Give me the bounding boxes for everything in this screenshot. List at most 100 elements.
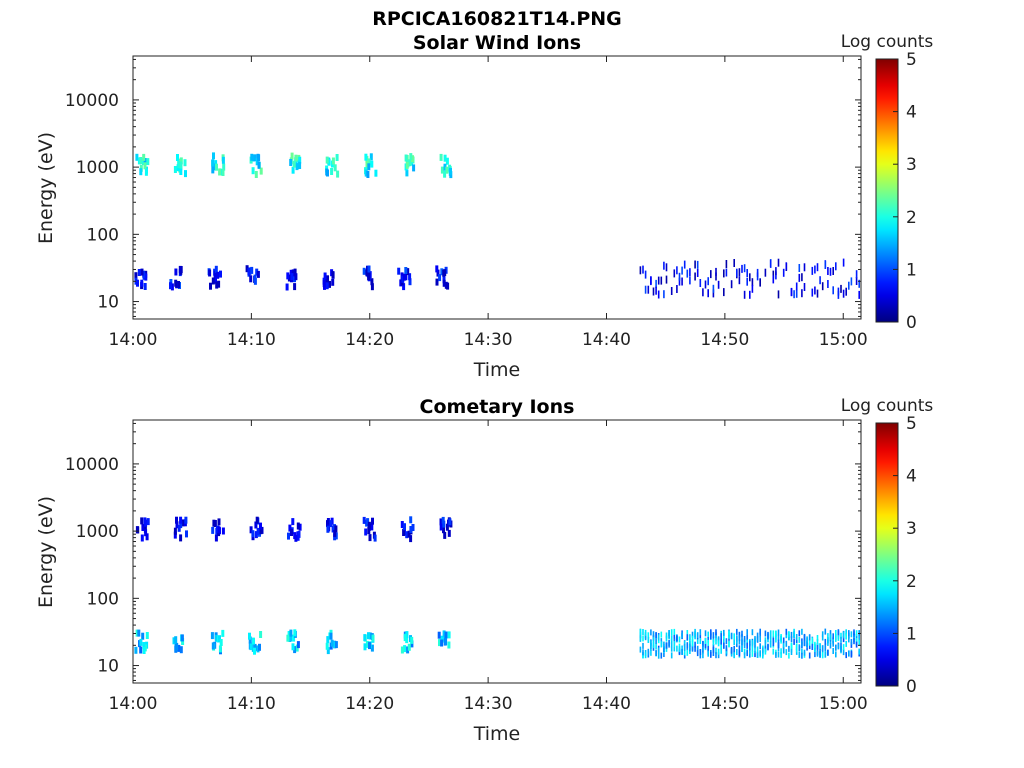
data-cell <box>256 527 260 535</box>
data-cell <box>442 526 445 534</box>
data-cell <box>696 650 699 657</box>
data-cell <box>681 632 683 639</box>
data-cell <box>298 162 302 169</box>
data-cell <box>178 265 182 273</box>
data-cell <box>717 280 720 289</box>
data-cell <box>694 272 696 281</box>
data-cell <box>663 646 665 652</box>
data-cell <box>806 644 808 651</box>
data-cell <box>663 651 665 657</box>
data-cell <box>143 158 147 165</box>
data-cell <box>827 649 829 656</box>
data-cell <box>741 639 743 646</box>
data-cell <box>218 168 222 176</box>
data-cell <box>806 641 808 647</box>
data-cell <box>406 268 410 276</box>
data-cell <box>180 634 184 642</box>
data-cell <box>858 635 860 642</box>
data-cell <box>370 523 374 531</box>
data-cell <box>367 632 370 640</box>
data-cell <box>134 646 138 654</box>
data-cell <box>816 642 819 649</box>
data-cell <box>403 634 407 642</box>
x-tick-label: 14:30 <box>464 330 513 350</box>
data-cell <box>694 628 696 635</box>
data-cell <box>848 281 850 290</box>
data-cell <box>642 649 644 656</box>
data-cell <box>334 641 338 649</box>
data-cell <box>829 642 832 649</box>
data-cell <box>253 643 257 651</box>
data-cell <box>326 520 329 528</box>
data-cell <box>447 529 451 537</box>
data-cell <box>365 162 369 170</box>
data-cell <box>759 650 761 657</box>
data-cell <box>850 638 853 645</box>
data-cell <box>842 644 845 651</box>
data-cell <box>655 643 657 650</box>
data-cell <box>335 154 339 161</box>
data-cell <box>777 258 780 267</box>
data-cell <box>842 631 845 638</box>
data-cell <box>253 277 257 285</box>
data-cell <box>443 163 447 171</box>
data-cell <box>644 285 647 294</box>
data-cell <box>365 640 369 648</box>
data-cell <box>140 268 144 276</box>
data-cell <box>259 167 263 175</box>
data-cell <box>699 652 702 659</box>
data-cell <box>696 260 699 269</box>
cometary-title: Cometary Ions <box>420 396 575 418</box>
data-cell <box>720 647 722 654</box>
data-cell <box>181 638 185 645</box>
data-cell <box>743 642 746 649</box>
data-cell <box>289 159 293 166</box>
data-cell <box>710 633 712 640</box>
data-cell <box>696 269 699 277</box>
data-cell <box>291 518 295 526</box>
data-cell <box>172 637 176 645</box>
data-cell <box>801 652 803 659</box>
data-cell <box>681 648 683 655</box>
data-cell <box>749 651 751 658</box>
data-cell <box>699 279 702 287</box>
data-cell <box>211 277 215 285</box>
data-cell <box>803 634 806 641</box>
solar-wind-colorbar-label: Log counts <box>841 32 934 52</box>
data-cell <box>215 525 219 533</box>
data-cell <box>845 633 847 640</box>
data-cell <box>790 636 793 643</box>
data-cell <box>803 649 806 656</box>
data-cell <box>832 640 834 647</box>
data-cell <box>665 632 668 639</box>
data-cell <box>259 527 263 535</box>
data-cell <box>785 262 788 271</box>
data-cell <box>795 634 798 640</box>
colorbar-tick-label: 0 <box>906 313 917 333</box>
data-cell <box>177 524 181 532</box>
colorbar-tick-label: 2 <box>906 572 917 592</box>
data-cell <box>665 275 668 284</box>
data-cell <box>746 277 748 286</box>
data-cell <box>777 629 780 636</box>
data-cell <box>749 644 751 651</box>
data-cell <box>751 278 754 287</box>
data-cell <box>676 635 678 642</box>
data-cell <box>663 261 665 270</box>
data-cell <box>411 524 415 531</box>
data-cell <box>290 529 293 536</box>
data-cell <box>400 646 404 654</box>
colorbar-tick-label: 2 <box>906 208 917 228</box>
data-cell <box>217 518 221 526</box>
data-cell <box>772 648 775 655</box>
data-cell <box>785 649 788 656</box>
data-cell <box>772 630 775 637</box>
data-cell <box>738 650 741 657</box>
data-cell <box>689 637 691 644</box>
data-cell <box>373 534 377 542</box>
data-cell <box>296 533 300 541</box>
data-cell <box>743 652 746 659</box>
data-cell <box>764 648 767 655</box>
data-cell <box>255 516 259 524</box>
cometary-xlabel: Time <box>473 723 521 745</box>
